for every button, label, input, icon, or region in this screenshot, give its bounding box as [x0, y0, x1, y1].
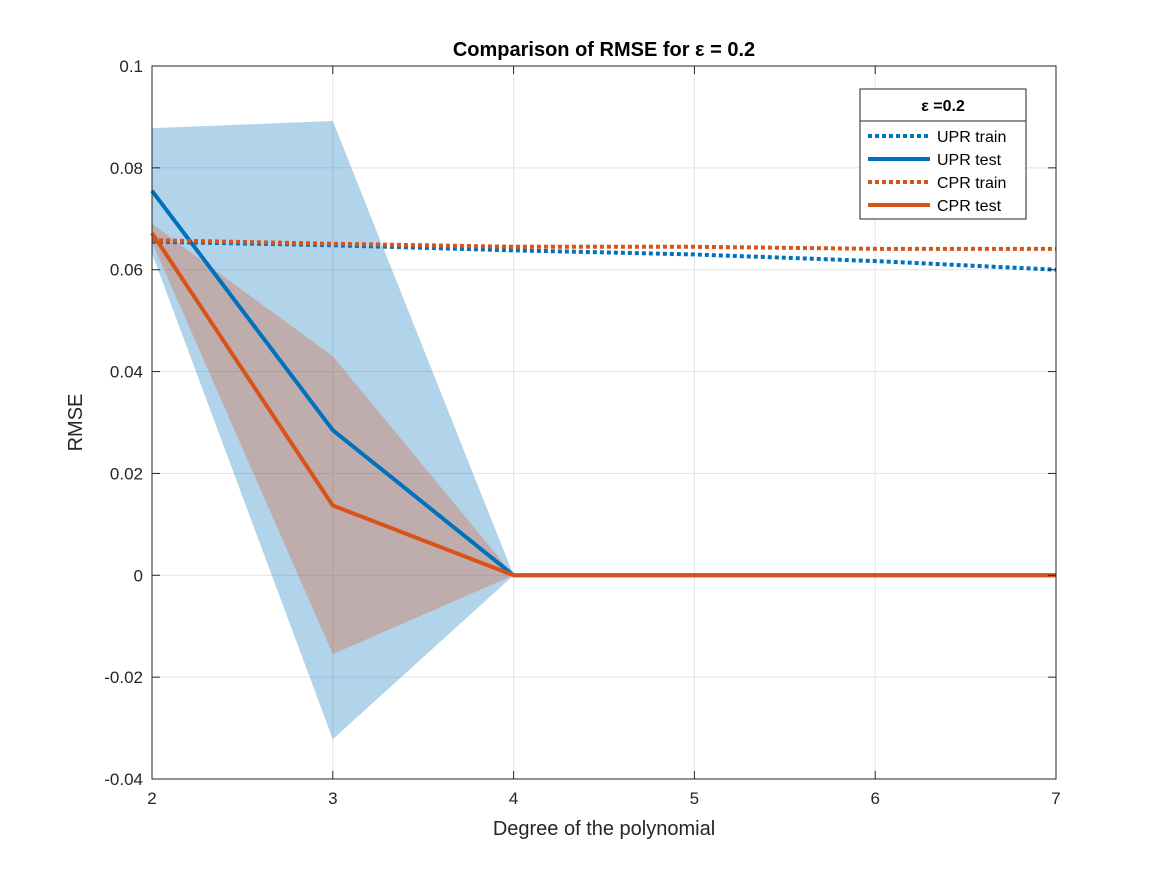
legend-label: CPR test	[937, 198, 1002, 215]
y-tick-label: 0.08	[110, 159, 143, 178]
legend-label: CPR train	[937, 175, 1006, 192]
x-axis-label: Degree of the polynomial	[493, 818, 715, 840]
legend-items: UPR train UPR test CPR train CPR test	[868, 129, 1006, 215]
y-tick-label: -0.04	[104, 770, 143, 789]
series-line-cpr-train	[151, 238, 1056, 251]
legend-item: CPR test	[868, 198, 1002, 215]
x-tick-label: 4	[509, 789, 518, 808]
legend-item: CPR train	[868, 175, 1006, 192]
series-line-cpr-test	[150, 231, 1056, 578]
y-axis-label: RMSE	[65, 394, 87, 452]
legend-box	[859, 88, 1027, 220]
chart-title: Comparison of RMSE for ε = 0.2	[453, 39, 755, 61]
x-tick-label: 5	[690, 789, 699, 808]
x-tick-label: 2	[147, 789, 156, 808]
y-tick-label: -0.02	[104, 668, 143, 687]
y-tick-label: 0.06	[110, 261, 143, 280]
x-tick-label: 3	[328, 789, 337, 808]
y-tick-label: 0	[134, 566, 143, 585]
legend-item: UPR train	[868, 129, 1006, 146]
axes	[151, 65, 1057, 780]
tick-labels: 2 3 4 5 6 7 -0.04 -0.02 0 0.02 0.04 0.06 0.08 0.1	[104, 57, 1060, 808]
y-tick-label: 0.04	[110, 363, 143, 382]
y-tick-label: 0.02	[110, 464, 143, 483]
y-tick-label: 0.1	[119, 57, 143, 76]
legend-label: UPR train	[937, 129, 1006, 146]
band-cpr-test	[152, 223, 514, 655]
legend-item: UPR test	[868, 152, 1002, 169]
axes-frame	[151, 65, 1057, 780]
legend: ε =0.2 UPR train UPR test CPR train CPR tes…	[859, 88, 1027, 220]
series-lines	[150, 189, 1057, 578]
legend-title: ε =0.2	[921, 98, 965, 115]
legend-label: UPR test	[937, 152, 1002, 169]
x-tick-label: 6	[870, 789, 879, 808]
x-tick-label: 7	[1051, 789, 1060, 808]
